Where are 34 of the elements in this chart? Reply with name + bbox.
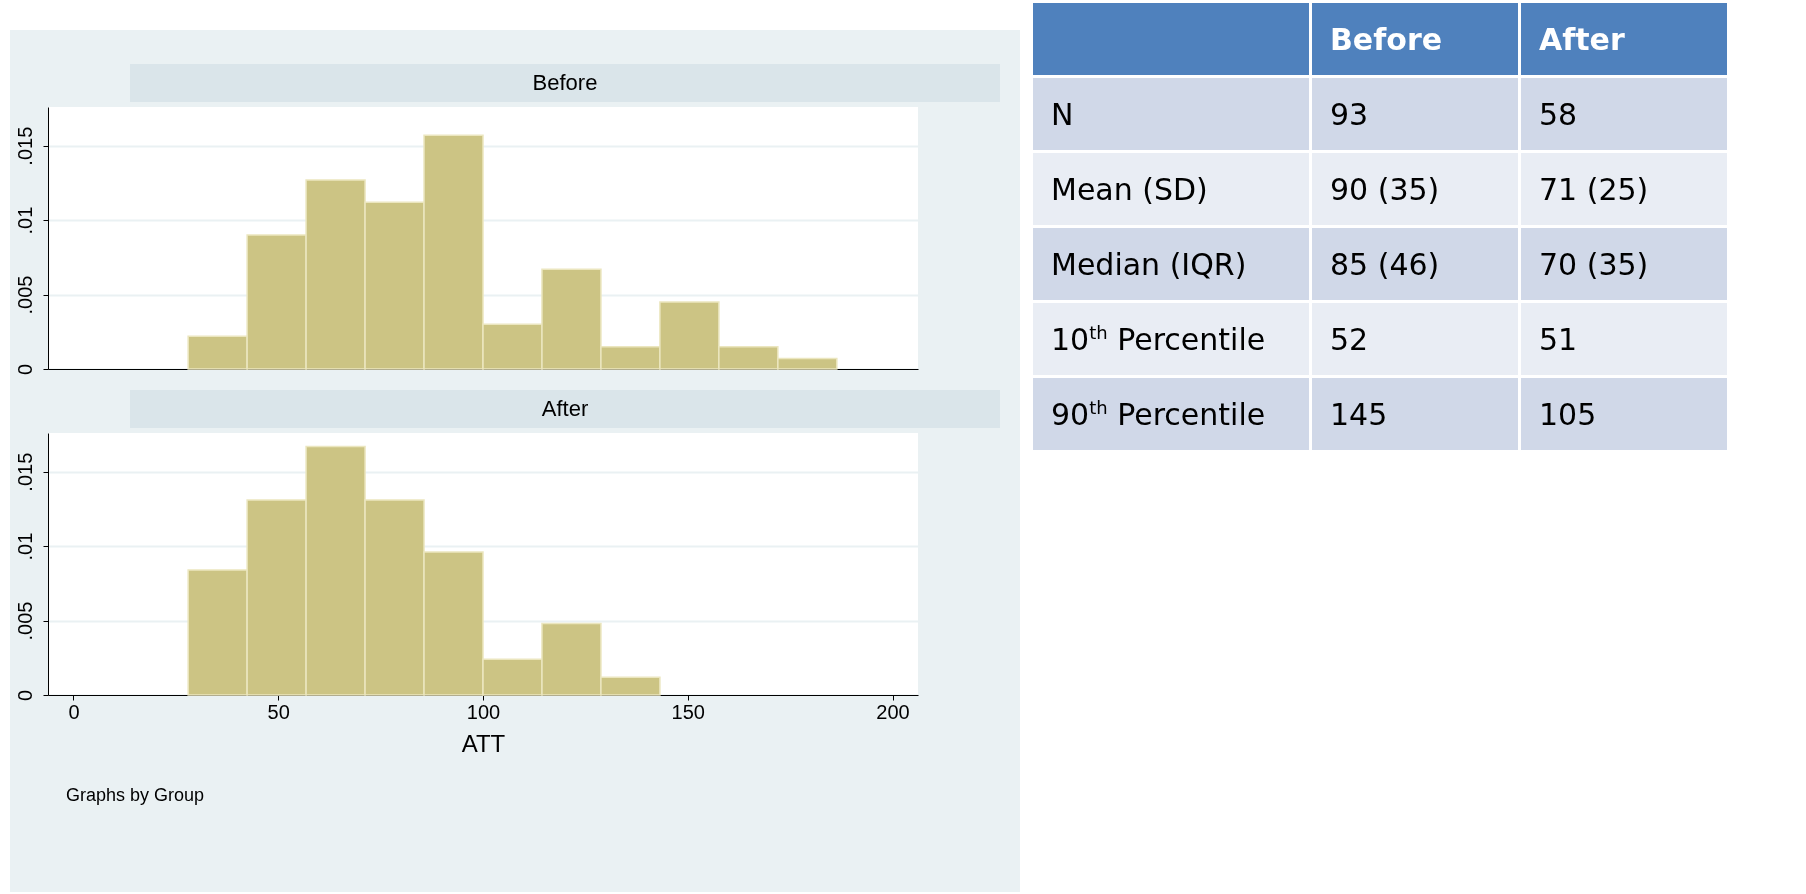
text: 145: [1312, 378, 1518, 450]
text: 71 (25): [1521, 153, 1727, 225]
text: Mean (SD): [1033, 153, 1309, 225]
text: 90 (35): [1312, 153, 1518, 225]
text: 85 (46): [1312, 228, 1518, 300]
text: N: [1033, 78, 1309, 150]
y-tick-label: .015: [13, 126, 36, 166]
x-tick-label: 150: [671, 700, 705, 723]
x-tick-label: 100: [466, 700, 501, 723]
text: 90$^{th}$ Percentile: [1033, 378, 1309, 450]
text: 10$^{th}$ Percentile: [1033, 303, 1309, 375]
y-tick-label: 0: [13, 363, 36, 376]
text: Median (IQR): [1033, 228, 1309, 300]
y-tick-label: .01: [13, 206, 36, 235]
x-tick-label: 50: [267, 700, 290, 723]
y-tick-label: 0: [13, 689, 36, 702]
x-axis-title: ATT: [461, 729, 506, 757]
text: 70 (35): [1521, 228, 1727, 300]
x-tick-label: 200: [876, 700, 910, 723]
chart-title: Before: [130, 64, 1000, 102]
text: After: [1521, 3, 1727, 75]
text: 58: [1521, 78, 1727, 150]
y-tick-label: .005: [13, 275, 36, 315]
text: Before: [1312, 3, 1518, 75]
chart-title: After: [130, 390, 1000, 428]
text: 105: [1521, 378, 1727, 450]
text: 52: [1312, 303, 1518, 375]
text: Graphs by Group: [66, 785, 205, 806]
text: 51: [1521, 303, 1727, 375]
y-tick-label: .005: [13, 601, 36, 641]
y-tick-label: .01: [13, 532, 36, 561]
y-tick-label: .015: [13, 452, 36, 492]
x-tick-label: 0: [68, 700, 80, 723]
text: 93: [1312, 78, 1518, 150]
